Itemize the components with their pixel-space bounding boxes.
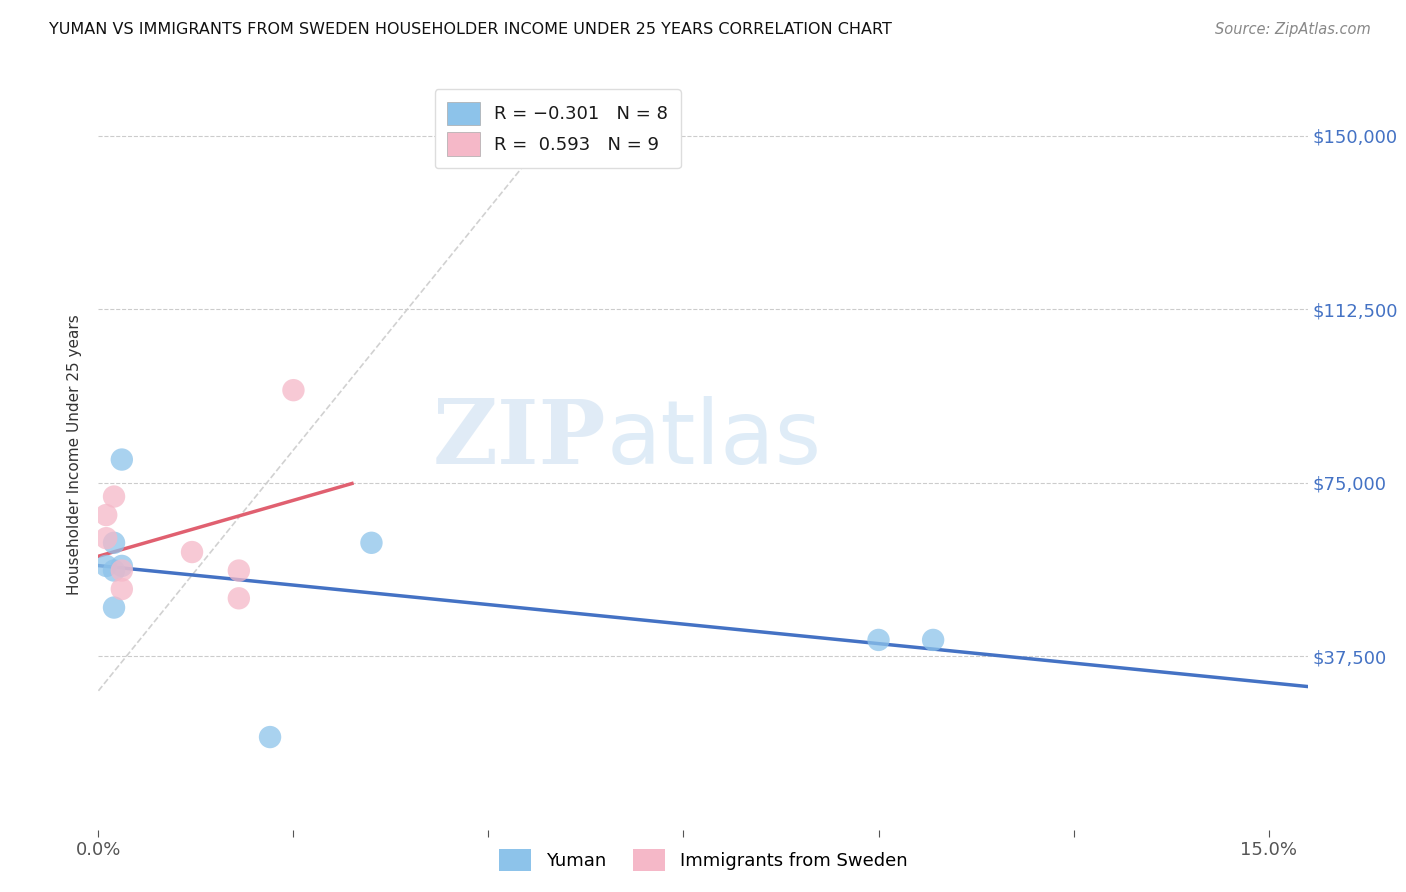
Point (111, 558, 134, 573)
Point (111, 582, 134, 596)
Point (111, 452, 134, 467)
Legend: R = −0.301   N = 8, R =  0.593   N = 9: R = −0.301 N = 8, R = 0.593 N = 9 (434, 89, 681, 169)
Point (103, 536, 125, 550)
Legend: Yuman, Immigrants from Sweden: Yuman, Immigrants from Sweden (491, 842, 915, 879)
Point (111, 564, 134, 578)
Point (922, 632, 945, 647)
Point (96, 558, 118, 573)
Point (228, 591, 250, 606)
Text: Source: ZipAtlas.com: Source: ZipAtlas.com (1215, 22, 1371, 37)
Point (96, 531, 118, 545)
Point (228, 564, 250, 578)
Point (360, 536, 382, 550)
Point (103, 600, 125, 615)
Point (181, 545, 204, 559)
Point (868, 632, 890, 647)
Text: YUMAN VS IMMIGRANTS FROM SWEDEN HOUSEHOLDER INCOME UNDER 25 YEARS CORRELATION CH: YUMAN VS IMMIGRANTS FROM SWEDEN HOUSEHOL… (49, 22, 891, 37)
Point (103, 564, 125, 578)
Y-axis label: Householder Income Under 25 years: Householder Income Under 25 years (67, 315, 83, 595)
Text: atlas: atlas (606, 396, 821, 483)
Point (259, 730, 281, 744)
Point (96, 508, 118, 522)
Text: ZIP: ZIP (433, 396, 606, 483)
Point (283, 383, 305, 397)
Point (103, 490, 125, 504)
